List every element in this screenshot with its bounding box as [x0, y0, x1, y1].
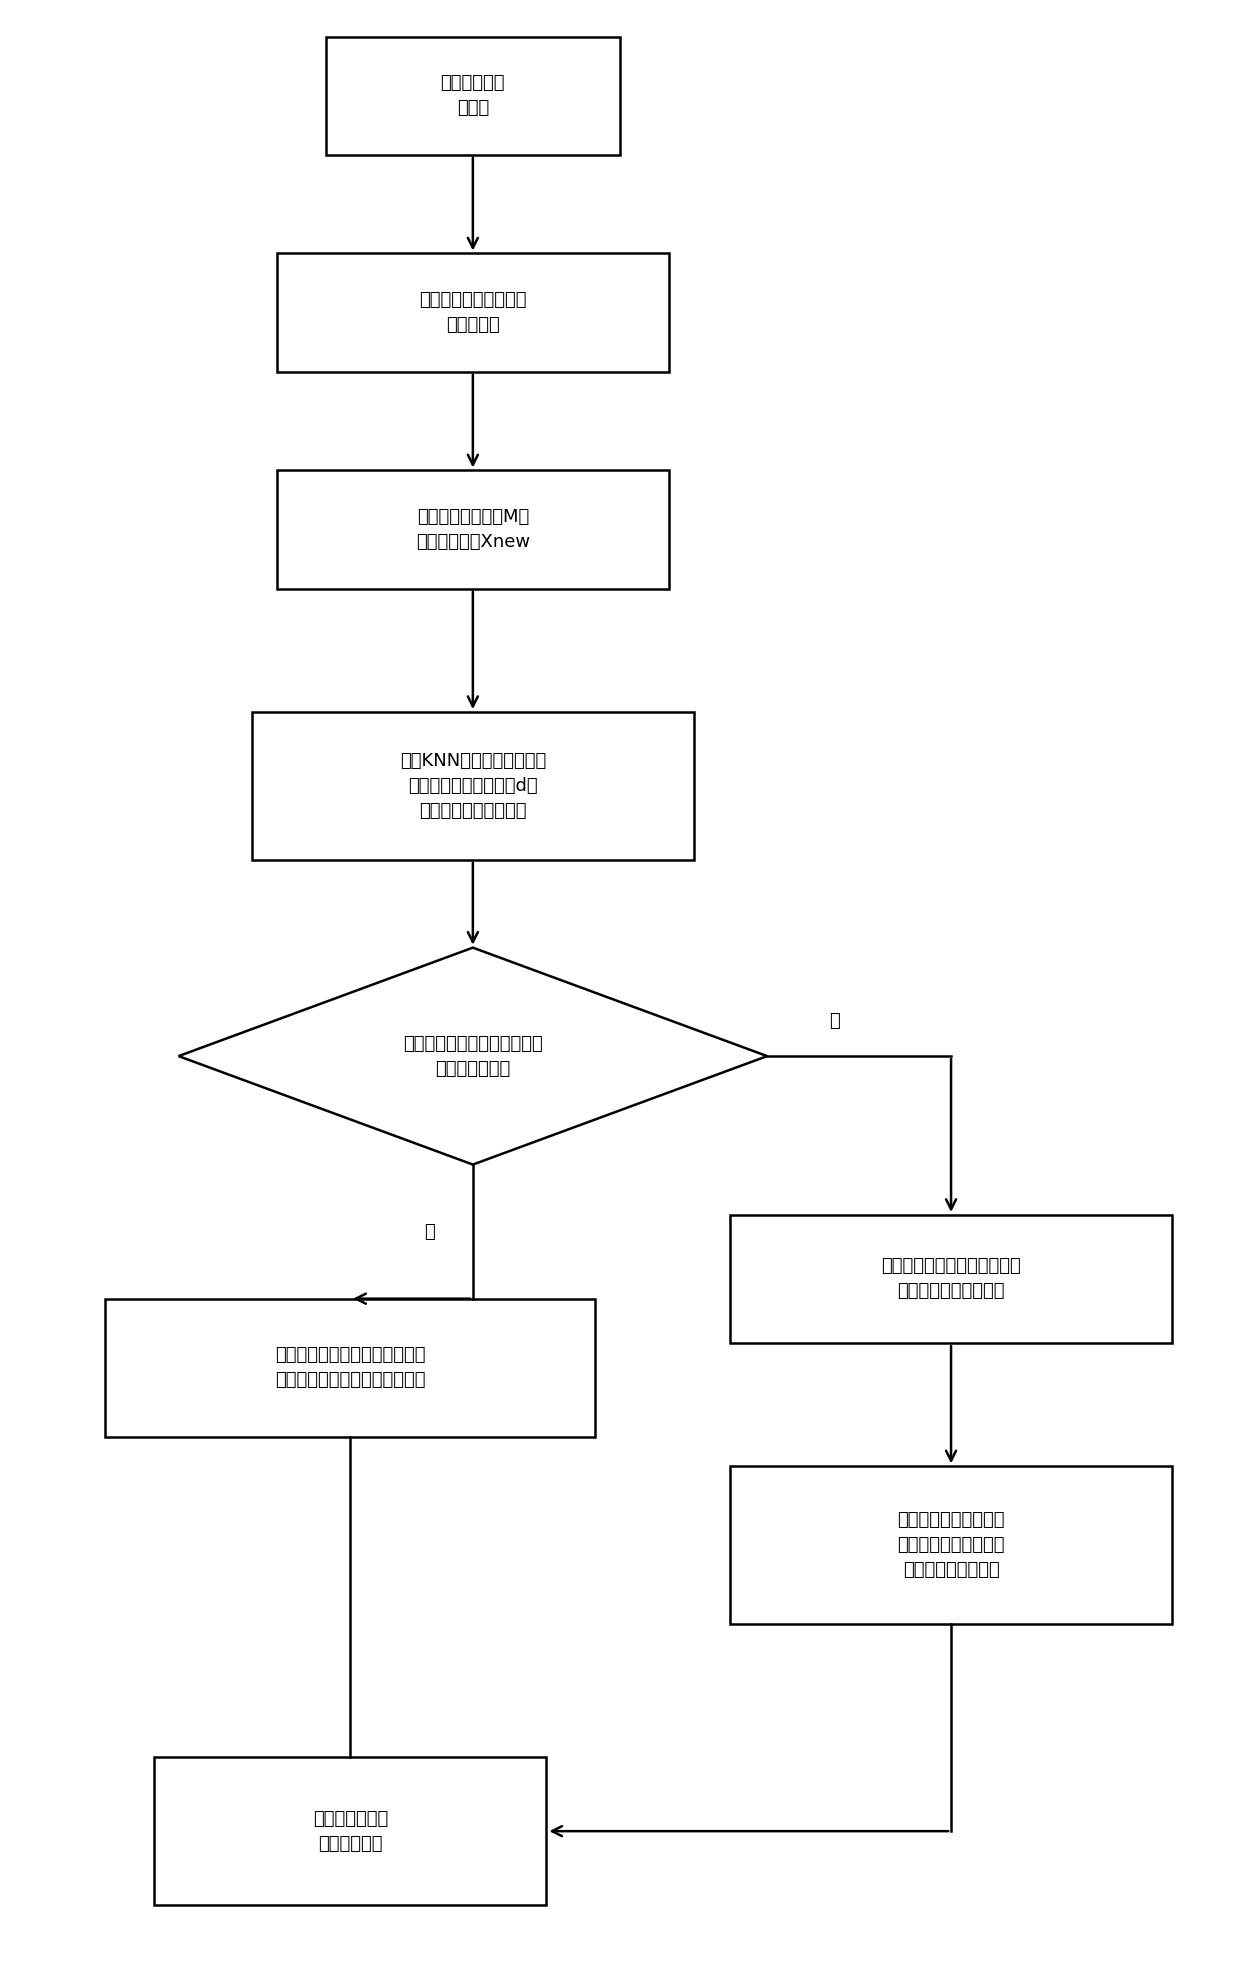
- Text: 用户提交新任
务请求: 用户提交新任 务请求: [440, 73, 505, 117]
- Bar: [154, 1758, 547, 1905]
- Text: 使用KNN等聚类算法找到距
离新的计算节点最近的d条
历史资源记录作为样本: 使用KNN等聚类算法找到距 离新的计算节点最近的d条 历史资源记录作为样本: [399, 753, 546, 820]
- Bar: [730, 1466, 1172, 1625]
- Text: 根据拟合得到的参数加
权历史资源分配的计算
资源并给予一定余量: 根据拟合得到的参数加 权历史资源分配的计算 资源并给予一定余量: [898, 1511, 1004, 1579]
- Text: 根据历史资源记录样本任务参数
分配的资源分配给新的任务请求: 根据历史资源记录样本任务参数 分配的资源分配给新的任务请求: [275, 1347, 425, 1388]
- Text: 否: 否: [830, 1013, 839, 1031]
- Bar: [105, 1299, 595, 1436]
- Text: 新的请求任务所
需的计算资源: 新的请求任务所 需的计算资源: [312, 1809, 388, 1853]
- Polygon shape: [179, 947, 768, 1164]
- Bar: [277, 471, 670, 588]
- Bar: [730, 1215, 1172, 1343]
- Bar: [252, 711, 693, 860]
- Text: 是: 是: [424, 1223, 435, 1241]
- Text: 历史样本中是否存在跟新节点
完全一样的样本: 历史样本中是否存在跟新节点 完全一样的样本: [403, 1035, 543, 1078]
- Text: 依据历史样本做线性回归拟合
最新任务描述参数状态: 依据历史样本做线性回归拟合 最新任务描述参数状态: [882, 1257, 1021, 1301]
- Text: 生成包含任务描述参数
的配置文件: 生成包含任务描述参数 的配置文件: [419, 292, 527, 334]
- Bar: [277, 254, 670, 371]
- Bar: [326, 36, 620, 155]
- Text: 选择资源分配相关M个
参数组成向量Xnew: 选择资源分配相关M个 参数组成向量Xnew: [415, 508, 529, 550]
